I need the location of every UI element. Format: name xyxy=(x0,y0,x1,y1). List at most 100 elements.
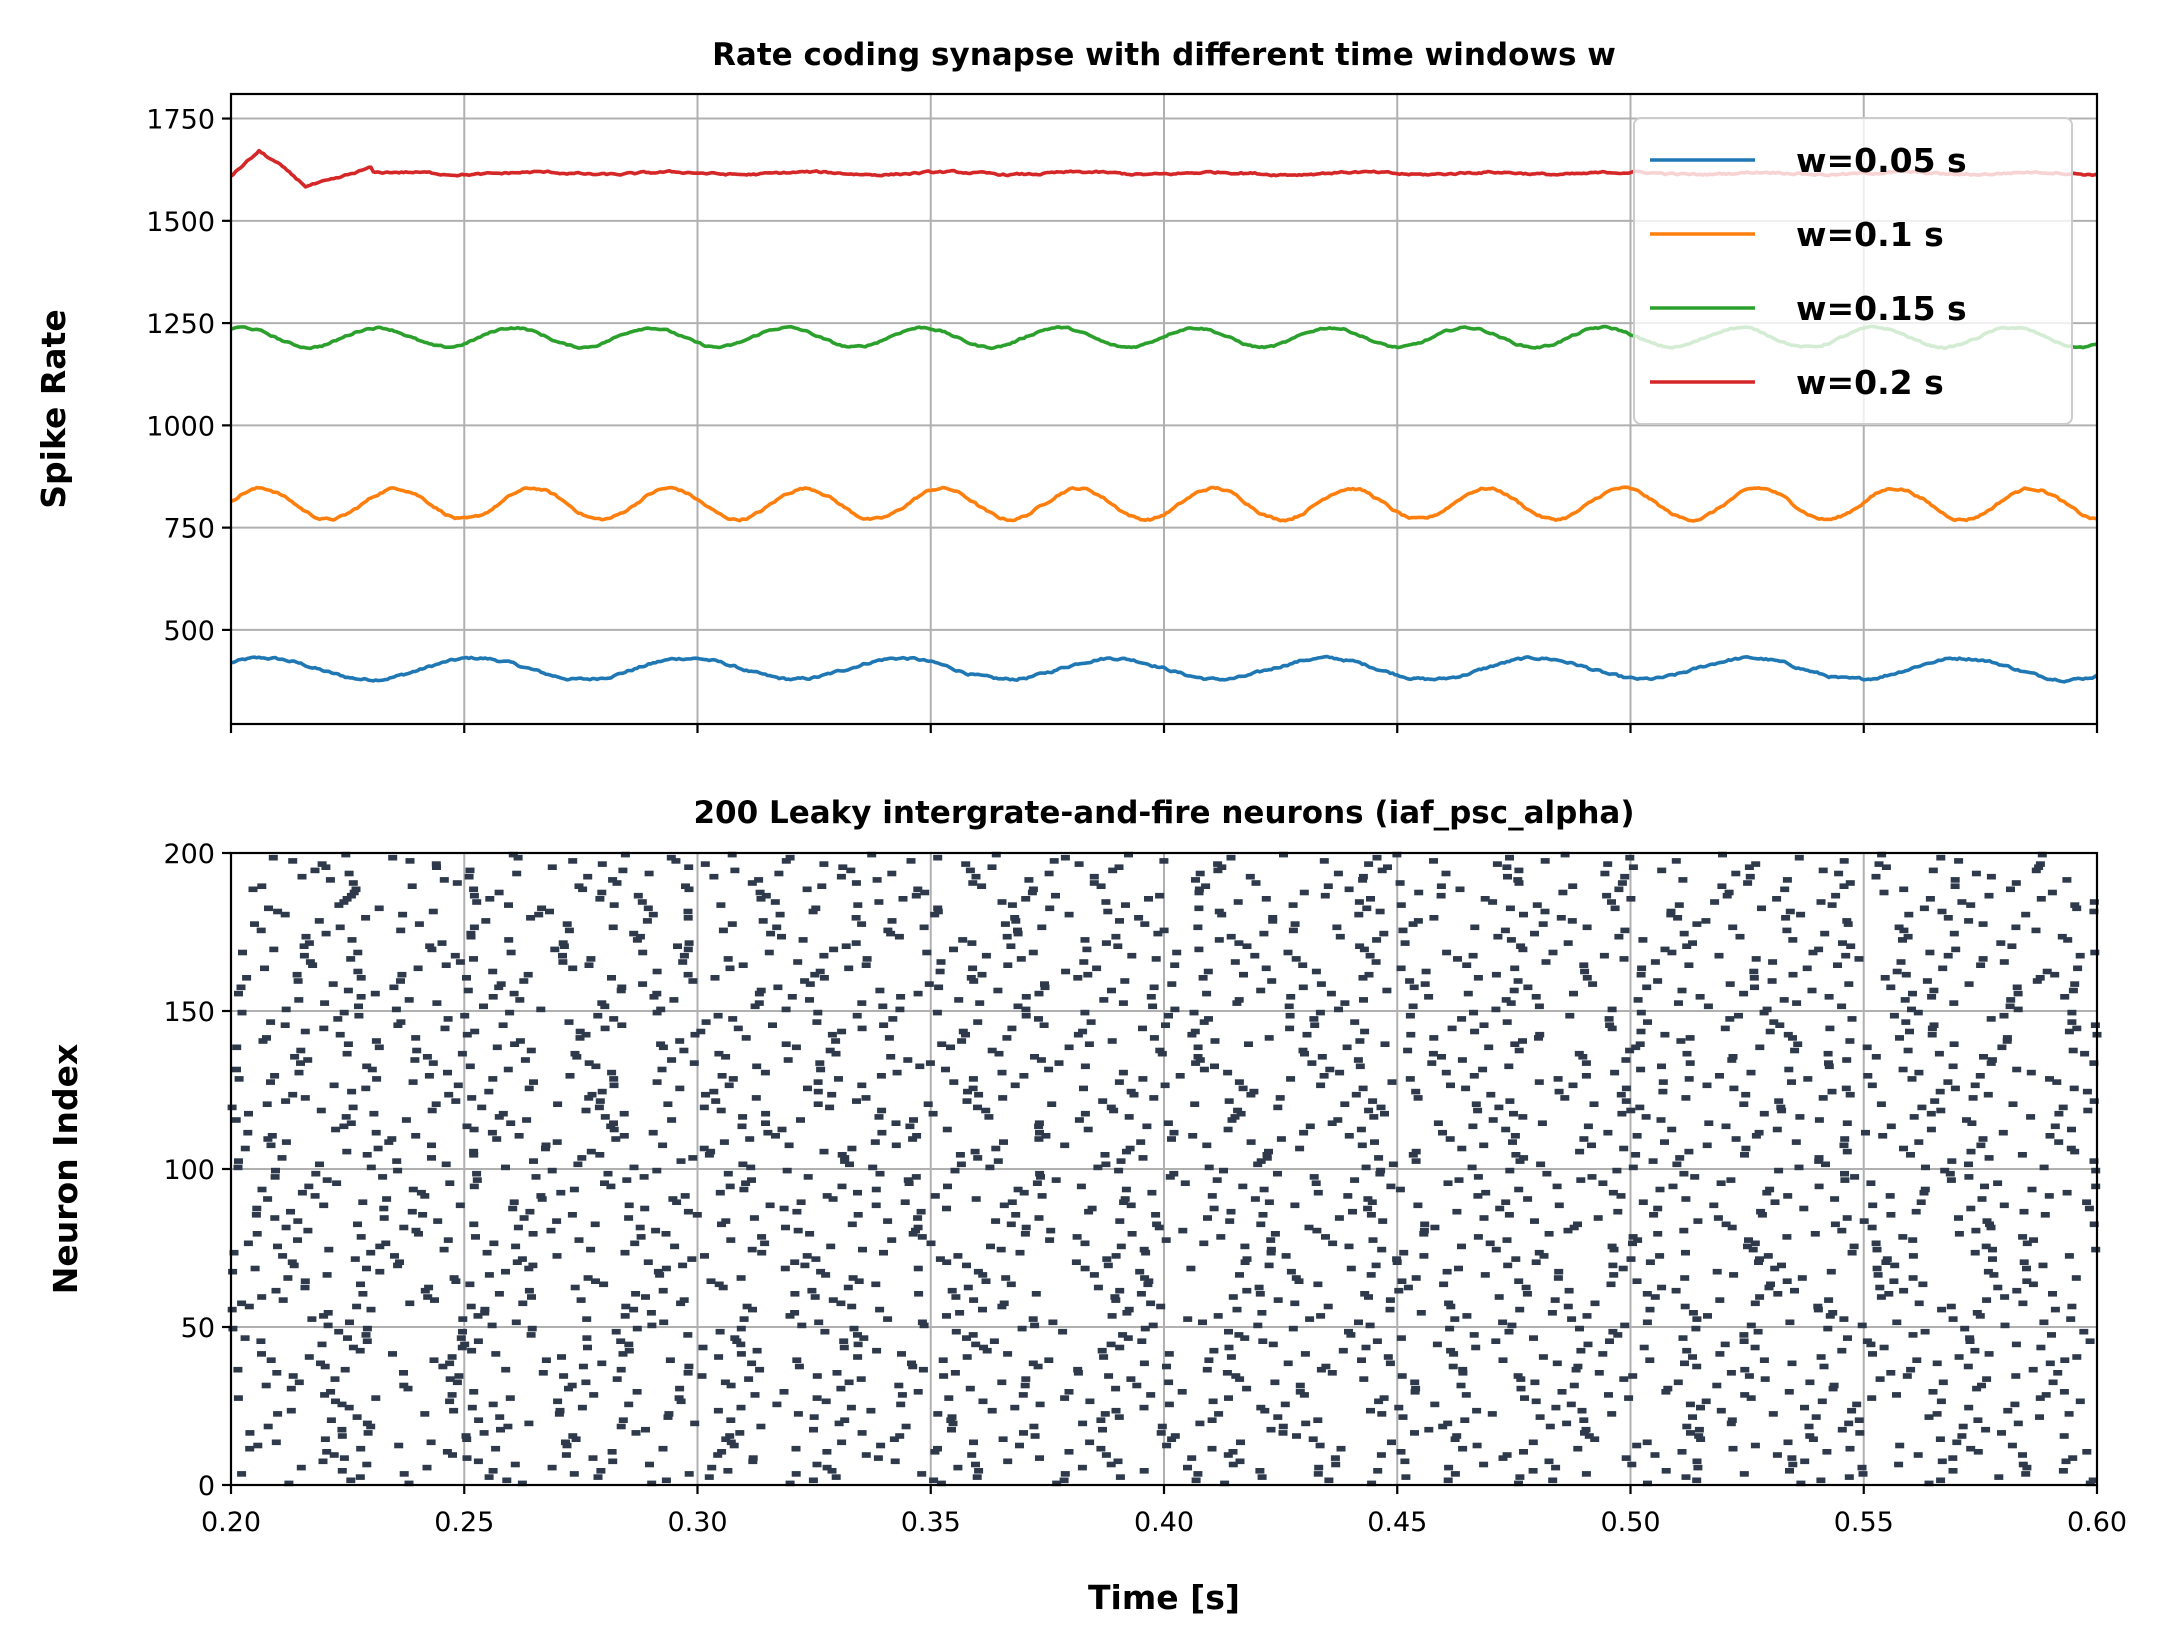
spike-mark xyxy=(1631,1044,1641,1051)
spike-mark xyxy=(699,1104,709,1111)
spike-mark xyxy=(1350,1177,1360,1183)
spike-mark xyxy=(1755,1256,1764,1262)
spike-mark xyxy=(270,1215,280,1221)
spike-mark xyxy=(1488,1117,1498,1123)
spike-mark xyxy=(704,1152,714,1158)
spike-mark xyxy=(1164,1379,1174,1386)
spike-mark xyxy=(1876,1294,1886,1300)
spike-mark xyxy=(683,1370,693,1376)
spike-mark xyxy=(1366,1407,1375,1414)
spike-mark xyxy=(1604,1016,1614,1022)
spike-mark xyxy=(1908,990,1917,997)
spike-mark xyxy=(541,1145,550,1152)
spike-mark xyxy=(1446,1347,1456,1354)
spike-mark xyxy=(1898,1234,1908,1240)
spike-mark xyxy=(1398,1414,1408,1420)
spike-mark xyxy=(1552,1183,1562,1190)
spike-mark xyxy=(473,1338,483,1344)
spike-mark xyxy=(1824,994,1834,1000)
spike-mark xyxy=(1927,994,1937,1000)
spike-mark xyxy=(1552,1360,1562,1367)
spike-mark xyxy=(1653,1205,1663,1212)
spike-mark xyxy=(597,1000,607,1006)
spike-mark xyxy=(1405,978,1415,984)
spike-mark xyxy=(1262,1155,1272,1161)
spike-mark xyxy=(1084,1208,1094,1215)
spike-mark xyxy=(1268,918,1278,924)
spike-mark xyxy=(469,956,478,962)
spike-mark xyxy=(924,981,934,987)
spike-mark xyxy=(1914,1300,1924,1307)
spike-mark xyxy=(1867,1224,1877,1231)
spike-mark xyxy=(343,987,353,994)
spike-mark xyxy=(661,1265,671,1272)
spike-mark xyxy=(1867,1395,1877,1401)
spike-mark xyxy=(525,1208,535,1215)
spike-mark xyxy=(472,1170,482,1177)
spike-mark xyxy=(1380,1110,1389,1117)
spike-mark xyxy=(466,930,476,937)
spike-mark xyxy=(1242,1287,1252,1294)
spike-mark xyxy=(1354,1319,1363,1326)
spike-mark xyxy=(1787,1079,1796,1085)
spike-mark xyxy=(2082,1449,2092,1455)
spike-mark xyxy=(1734,1012,1743,1019)
spike-mark xyxy=(1309,1174,1319,1180)
spike-mark xyxy=(665,1357,675,1363)
spike-mark xyxy=(1155,892,1165,899)
spike-mark xyxy=(552,1253,562,1259)
spike-mark xyxy=(747,1177,756,1183)
spike-mark xyxy=(987,1047,997,1054)
spike-mark xyxy=(829,946,839,953)
spike-mark xyxy=(1242,943,1252,949)
spike-mark xyxy=(886,930,896,937)
spike-mark xyxy=(1114,1167,1124,1174)
spike-mark xyxy=(1126,1202,1136,1209)
spike-mark xyxy=(1198,1319,1207,1326)
spike-mark xyxy=(1892,968,1902,975)
spike-mark xyxy=(1224,1328,1233,1335)
spike-mark xyxy=(229,1249,239,1256)
spike-mark xyxy=(1824,1060,1833,1066)
spike-mark xyxy=(683,1208,693,1215)
spike-mark xyxy=(961,861,971,867)
spike-mark xyxy=(1448,1363,1458,1370)
spike-mark xyxy=(1037,1193,1047,1199)
spike-mark xyxy=(1514,1480,1523,1487)
spike-mark xyxy=(2089,1158,2099,1164)
spike-mark xyxy=(637,899,647,905)
spike-mark xyxy=(1536,1161,1546,1168)
spike-mark xyxy=(1118,1332,1128,1338)
spike-mark xyxy=(1308,1436,1318,1442)
spike-mark xyxy=(2085,1480,2095,1487)
spike-mark xyxy=(816,1268,826,1275)
spike-mark xyxy=(1568,1082,1578,1089)
spike-mark xyxy=(1461,1392,1471,1398)
spike-mark xyxy=(482,1249,492,1256)
spike-mark xyxy=(1214,908,1224,915)
spike-mark xyxy=(826,1243,836,1250)
spike-mark xyxy=(344,1404,354,1411)
spike-mark xyxy=(1311,968,1321,975)
spike-mark xyxy=(1529,1335,1538,1341)
spike-mark xyxy=(726,1237,736,1243)
spike-mark xyxy=(366,1249,376,1256)
spike-mark xyxy=(1899,1145,1908,1152)
spike-mark xyxy=(257,883,267,889)
spike-mark xyxy=(775,911,785,918)
spike-mark xyxy=(790,1259,800,1265)
spike-mark xyxy=(1607,1025,1617,1032)
spike-mark xyxy=(1199,1019,1209,1025)
spike-mark xyxy=(1411,1148,1421,1155)
spike-mark xyxy=(1046,1227,1056,1234)
spike-mark xyxy=(2082,1199,2092,1205)
spike-mark xyxy=(1375,908,1385,915)
spike-mark xyxy=(999,1202,1009,1209)
spike-mark xyxy=(1768,959,1778,965)
spike-mark xyxy=(1783,1193,1793,1199)
spike-mark xyxy=(1656,1117,1666,1123)
spike-mark xyxy=(766,930,776,937)
spike-mark xyxy=(228,1325,238,1332)
spike-mark xyxy=(1011,1212,1021,1218)
spike-mark xyxy=(1368,1237,1378,1243)
